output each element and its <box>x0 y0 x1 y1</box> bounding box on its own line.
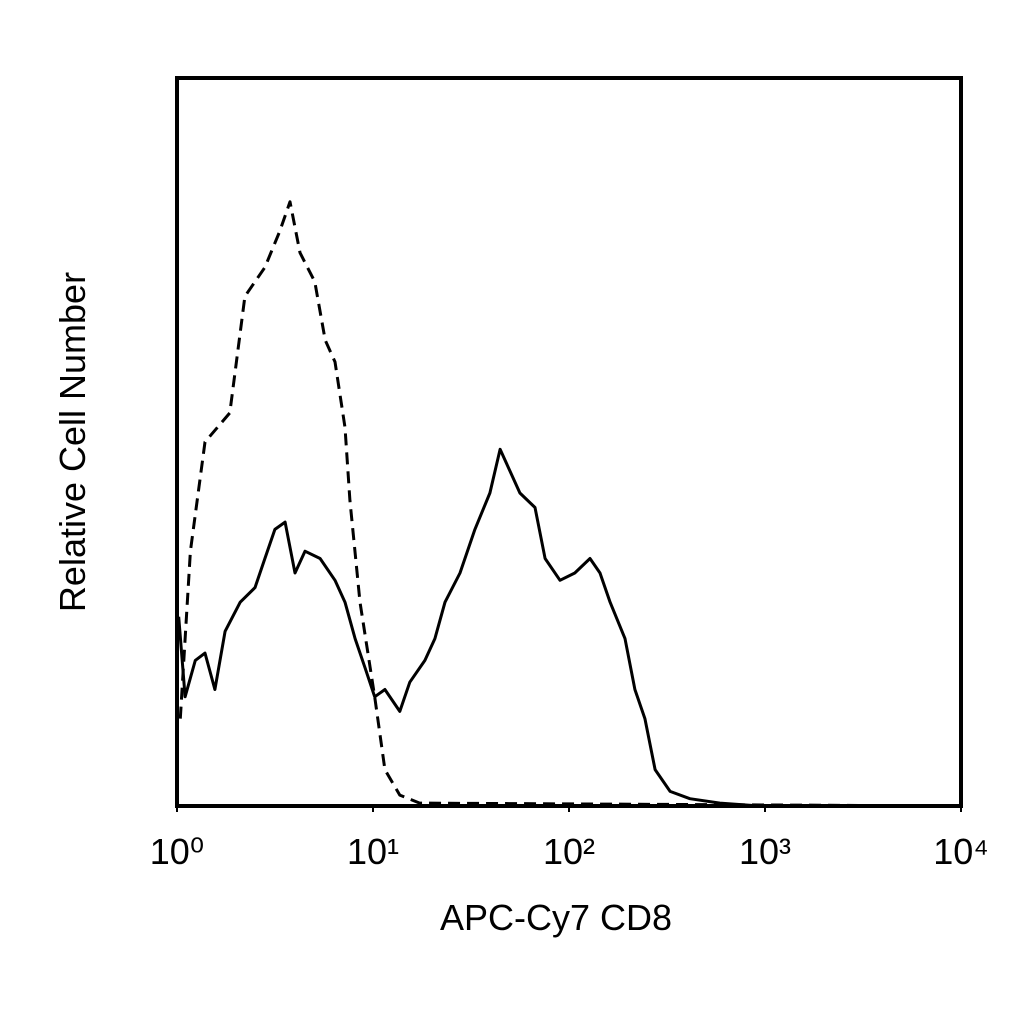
y-axis-label: Relative Cell Number <box>52 272 93 612</box>
x-tick-label: 10² <box>543 831 595 872</box>
x-tick-label: 10⁴ <box>933 831 989 872</box>
x-tick-label: 10¹ <box>347 831 399 872</box>
x-axis-label: APC-Cy7 CD8 <box>440 897 672 938</box>
x-tick-label: 10³ <box>739 831 791 872</box>
x-tick-label: 10⁰ <box>150 831 204 872</box>
solid-histogram <box>177 447 961 808</box>
dashed-histogram <box>178 200 962 808</box>
plot-frame <box>175 76 963 808</box>
